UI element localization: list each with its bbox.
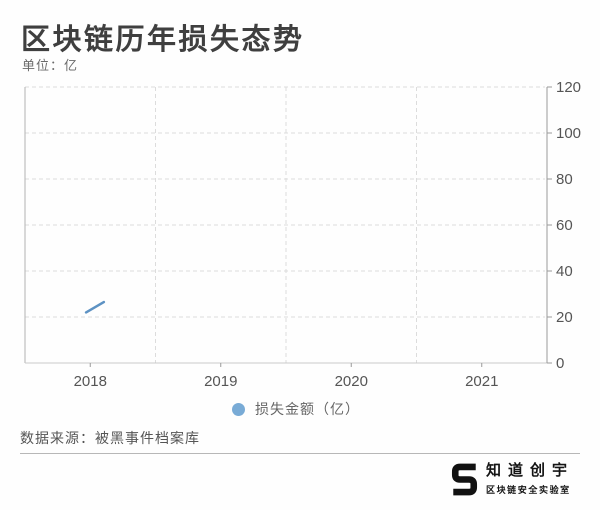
x-axis-tick-label: 2018 [74,373,107,390]
data-source-text: 数据来源：被黑事件档案库 [20,430,200,446]
knownsec-s-icon [451,463,478,495]
logo-brand: 知道创宇 [485,462,574,479]
loss-trend-chart: 0 20 40 60 80 100 120 2018 2019 2020 2021 [0,79,600,395]
y-axis-tick-label: 100 [556,125,581,142]
footer-divider [20,453,580,454]
page-title: 区块链历年损失态势 [21,24,305,56]
x-axis-tick-label: 2021 [465,373,498,390]
unit-label: 单位：亿 [22,58,79,73]
chart-canvas: 0 20 40 60 80 100 120 2018 2019 2020 2021 [24,79,581,390]
y-axis-tick-label: 120 [556,80,581,96]
knownsec-logo: 知道创宇 区块链安全实验室 [451,462,574,496]
legend-label: 损失金额（亿） [255,401,360,417]
y-axis-tick-label: 60 [556,217,573,234]
y-axis-tick-label: 40 [556,263,573,280]
y-axis-tick-label: 0 [556,355,564,372]
series-line [84,300,106,314]
x-axis-tick-label: 2020 [335,373,368,390]
y-axis-tick-label: 80 [556,171,573,188]
x-axis-tick-label: 2019 [204,373,237,390]
legend-dot-icon [232,402,245,416]
logo-subtitle: 区块链安全实验室 [485,485,571,495]
y-axis-tick-label: 20 [556,309,573,326]
chart-legend[interactable]: 损失金额（亿） [0,398,592,420]
logo-text-block: 知道创宇 区块链安全实验室 [486,462,574,496]
